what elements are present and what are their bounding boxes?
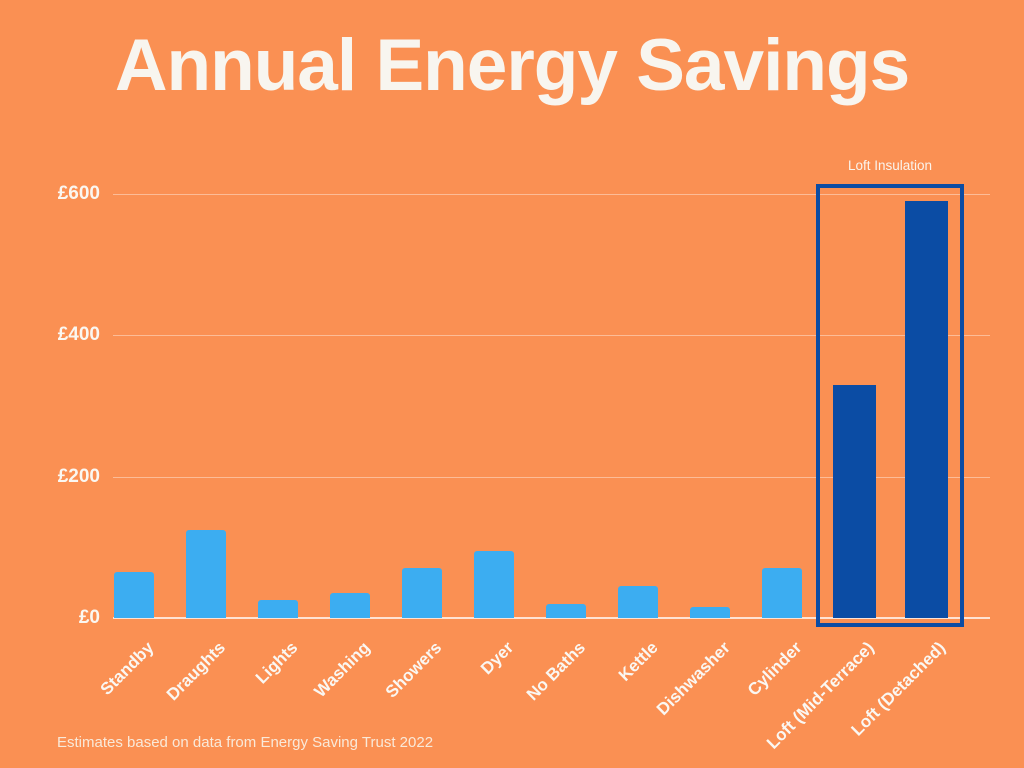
gridline (113, 476, 990, 478)
x-tick-label: Dyer (477, 638, 518, 679)
x-tick-label: Draughts (163, 638, 230, 705)
bar-showers (402, 568, 442, 618)
bar-lights (258, 600, 298, 618)
x-axis-line (113, 617, 990, 619)
x-tick-label: Lights (251, 638, 302, 688)
bar-standby (114, 572, 154, 618)
y-tick-label: £400 (57, 324, 100, 345)
source-note: Estimates based on data from Energy Savi… (57, 734, 434, 751)
bar-loft-detached (905, 201, 948, 618)
y-tick-label: £600 (57, 182, 100, 204)
x-tick-label: Dishwasher (652, 638, 734, 719)
chart-title: Annual Energy Savings (114, 25, 910, 106)
bar-draughts (186, 530, 226, 618)
x-tick-label: No Baths (523, 638, 590, 705)
gridline (113, 193, 990, 195)
bar-washing (330, 593, 370, 618)
gridline (113, 335, 990, 336)
bar-loft-mid-terrace (833, 385, 876, 618)
x-tick-label: Washing (310, 638, 374, 702)
bar-no-baths (546, 604, 586, 618)
y-tick-label: £200 (57, 465, 100, 487)
x-tick-label: Showers (381, 638, 446, 702)
highlight-box (816, 184, 964, 627)
bar-dyer (474, 551, 514, 618)
x-tick-label: Kettle (614, 638, 662, 685)
bar-kettle (618, 586, 658, 618)
highlight-label: Loft Insulation (847, 158, 933, 173)
x-tick-label: Standby (96, 638, 158, 699)
x-tick-label: Cylinder (743, 638, 806, 700)
bar-cylinder (762, 568, 802, 618)
bar-dishwasher (690, 607, 730, 618)
y-tick-label: £0 (78, 607, 100, 628)
